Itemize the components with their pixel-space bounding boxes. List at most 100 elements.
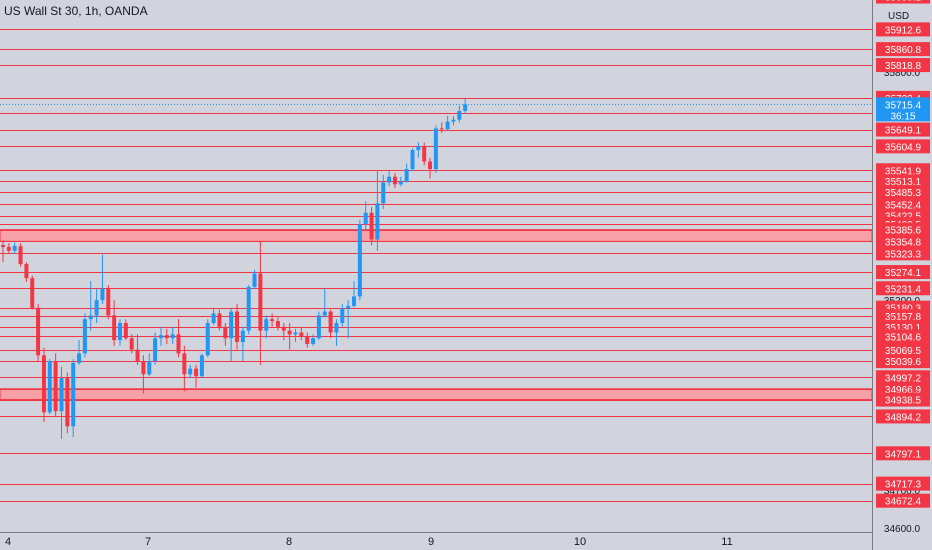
price-level-label: 35541.9 (885, 166, 922, 177)
candle-body (316, 315, 321, 339)
candle-body (164, 335, 169, 339)
time-axis[interactable] (0, 532, 872, 550)
candle-body (71, 362, 76, 427)
price-level-label: 34997.2 (885, 373, 922, 384)
candle-body (176, 334, 181, 354)
candle-body (158, 335, 163, 339)
candle-body (451, 119, 456, 122)
candle-body (24, 264, 29, 279)
candle-body (258, 273, 263, 331)
price-level-label: 35180.3 (885, 304, 922, 315)
candle-body (416, 146, 421, 151)
candle-body (223, 326, 228, 339)
candle-body (135, 349, 140, 361)
time-tick-label: 11 (721, 536, 732, 548)
candle-body (211, 313, 216, 323)
price-level-badge (876, 329, 930, 344)
price-level-label: 35604.9 (885, 142, 922, 153)
candle-body (147, 361, 152, 375)
candle-body (118, 323, 122, 341)
price-level-label: 34966.9 (885, 385, 922, 396)
price-level-label: 34672.4 (885, 497, 922, 508)
candle-body (340, 308, 345, 323)
price-level-label: 34938.5 (885, 396, 922, 407)
candle-body (88, 315, 93, 320)
price-level-label: 34894.2 (885, 412, 922, 423)
price-level-badge (876, 222, 930, 237)
currency-badge[interactable]: USD (888, 11, 910, 22)
price-zone (0, 229, 873, 242)
price-level-badge (876, 409, 930, 424)
price-zone (0, 388, 873, 401)
candle-body (293, 332, 298, 335)
candle-body (252, 273, 257, 287)
candle-body (199, 355, 204, 377)
time-tick-label: 8 (286, 536, 292, 548)
candle-body (299, 332, 304, 337)
price-level-label: 35157.8 (885, 312, 922, 323)
candle-body (77, 353, 82, 363)
price-tick-label: 34600.0 (884, 524, 921, 535)
candle-body (94, 300, 99, 316)
candle-body (305, 336, 310, 344)
price-tick-label: 35800.0 (884, 68, 921, 79)
price-level-badge (876, 42, 930, 57)
candle-body (281, 326, 286, 331)
price-level-badge (876, 197, 930, 212)
candle-body (182, 353, 187, 375)
price-level-label: 35385.6 (885, 226, 922, 237)
price-level-badge (876, 493, 930, 508)
candle-body (311, 338, 316, 344)
candle-body (194, 368, 199, 377)
price-level-badge (876, 281, 930, 296)
candle-body (41, 355, 46, 413)
candle-body (334, 323, 339, 333)
price-tick-label: 34700.0 (884, 486, 921, 497)
candle-body (47, 361, 52, 413)
candle-body (369, 212, 374, 240)
candle-body (428, 161, 433, 170)
time-tick-label: 9 (428, 536, 434, 548)
price-level-badge (876, 122, 930, 137)
price-level-label: 35912.6 (885, 25, 922, 36)
candle-body (433, 128, 438, 170)
candle-body (352, 296, 356, 306)
candle-body (246, 286, 251, 331)
price-level-label: 35274.1 (885, 268, 922, 279)
candle-body (363, 212, 368, 225)
candle-body (275, 321, 280, 327)
candle-body (439, 128, 444, 130)
time-tick-label: 7 (145, 536, 151, 548)
candle-body (205, 323, 210, 356)
candle-body (381, 182, 386, 204)
current-price-label: 35715.4 (885, 100, 922, 111)
price-level-label: 35323.3 (885, 249, 922, 260)
candle-body (153, 338, 158, 361)
candle-body (392, 176, 397, 185)
price-level-badge (876, 370, 930, 385)
price-level-badge (876, 246, 930, 261)
candle-body (229, 311, 234, 339)
current-price-badge (876, 97, 930, 122)
candle-body (170, 334, 175, 339)
price-level-badge (876, 265, 930, 280)
price-level-label: 35130.1 (885, 323, 922, 334)
price-level-label: 35354.8 (885, 237, 922, 248)
candle-body (30, 278, 35, 308)
candle-body (129, 338, 134, 350)
chart-title: US Wall St 30, 1h, OANDA (4, 4, 148, 18)
price-level-label: 35999.1 (885, 0, 922, 4)
candle-body (240, 330, 245, 342)
price-level-badge (876, 163, 930, 178)
candle-body (328, 311, 333, 333)
price-level-label: 35485.3 (885, 188, 922, 199)
candle-body (287, 330, 292, 335)
candle-body (410, 150, 415, 170)
candle-body (445, 121, 450, 130)
candle-body (217, 313, 222, 327)
price-level-badge (876, 139, 930, 154)
candle-body (346, 305, 351, 309)
